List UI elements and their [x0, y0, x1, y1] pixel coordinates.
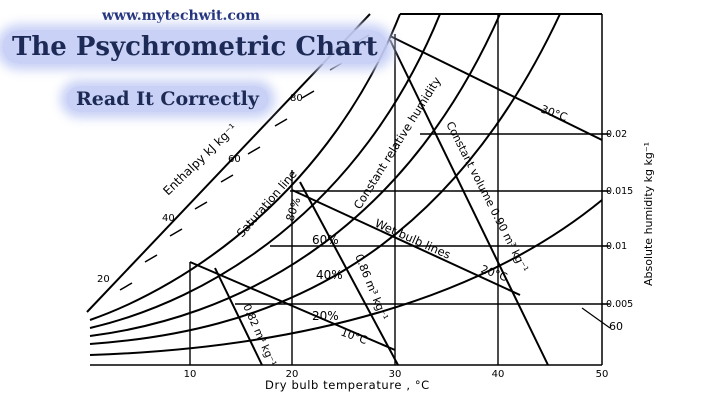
enthalpy-tick-label: 60 [228, 154, 241, 165]
rh-40-curve [89, 13, 561, 345]
enthalpy-tick-label: 40 [162, 213, 175, 224]
x-tick-labels: 10 20 30 40 50 [184, 369, 609, 380]
humidity-gridlines [235, 133, 610, 305]
x-tick-label: 50 [596, 369, 609, 380]
wet-bulb-label: Wet bulb lines [373, 216, 453, 262]
enthalpy-tick-label-60: 60 [609, 320, 623, 333]
rh-40-label: 40% [316, 268, 343, 282]
y-tick-label: 0.01 [606, 241, 627, 252]
x-tick-label: 30 [389, 369, 402, 380]
enthalpy-tick-label: 80 [290, 93, 303, 104]
page-title: The Psychrometric Chart [2, 30, 388, 64]
wet-bulb-10-label: 10°C [339, 326, 369, 348]
wet-bulb-30-label: 30°C [539, 103, 569, 125]
saturation-curve [89, 13, 401, 321]
y-axis-label: Absolute humidity kg kg⁻¹ [642, 142, 655, 286]
rh-curves [89, 13, 603, 356]
enthalpy-tick-labels: 20 40 60 80 60 [97, 93, 623, 333]
wet-bulb-lines [189, 35, 611, 351]
site-url[interactable]: www.mytechwit.com [102, 8, 261, 24]
x-tick-label: 40 [492, 369, 505, 380]
rh-60-label: 60% [312, 233, 339, 247]
y-tick-label: 0.02 [606, 129, 627, 140]
volume-lines [214, 39, 549, 366]
constant-volume-label: Constant volume 0.90 m³ kg⁻¹ [443, 119, 531, 274]
y-tick-label: 0.015 [606, 186, 633, 197]
rh-80-label: 80% [283, 196, 303, 223]
enthalpy-ticks [119, 34, 370, 291]
y-tick-labels: 0.005 0.01 0.015 0.02 [606, 129, 633, 310]
rh-80-curve [89, 13, 441, 329]
rh-20-curve [89, 199, 603, 356]
wet-bulb-20-label: 20°C [479, 263, 509, 285]
volume-086-label: 0.86 m³ kg⁻¹ [352, 252, 390, 322]
x-axis-label: Dry bulb temperature , °C [265, 378, 430, 392]
y-tick-label: 0.005 [606, 299, 633, 310]
rh-20-label: 20% [312, 309, 339, 323]
humidity-axis-ticks [602, 133, 608, 305]
x-tick-label: 10 [184, 369, 197, 380]
rh-60-curve [89, 13, 501, 337]
enthalpy-tick-label: 20 [97, 274, 110, 285]
page-subtitle: Read It Correctly [66, 86, 269, 112]
x-tick-label: 20 [286, 369, 299, 380]
